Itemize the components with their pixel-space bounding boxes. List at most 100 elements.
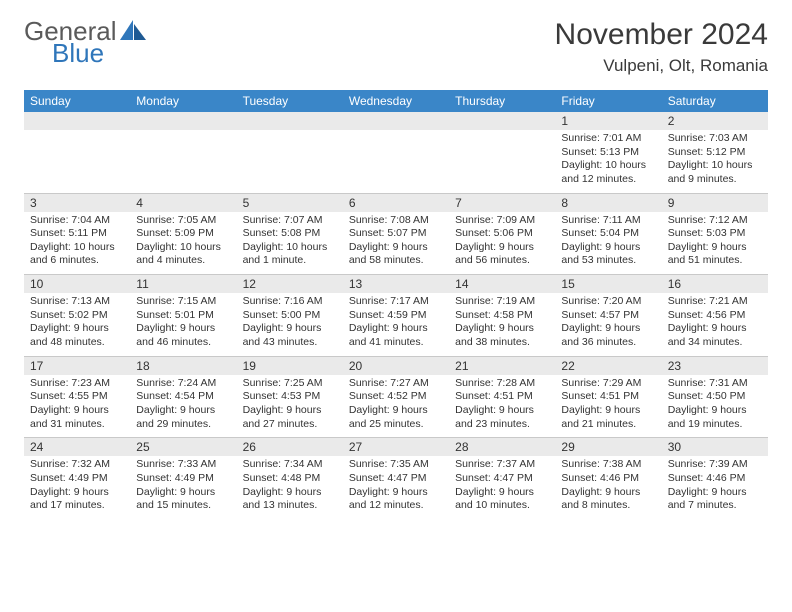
day-details: Sunrise: 7:19 AMSunset: 4:58 PMDaylight:… [449,293,555,356]
calendar-day-cell: 4Sunrise: 7:05 AMSunset: 5:09 PMDaylight… [130,194,236,275]
sunset-text: Sunset: 5:11 PM [30,227,124,241]
sunrise-text: Sunrise: 7:21 AM [668,295,762,309]
day-details: Sunrise: 7:16 AMSunset: 5:00 PMDaylight:… [237,293,343,356]
calendar-week-row: 24Sunrise: 7:32 AMSunset: 4:49 PMDayligh… [24,437,768,519]
daylight-text: Daylight: 9 hours and 41 minutes. [349,322,443,349]
day-number: 22 [555,357,661,375]
calendar-day-cell: 11Sunrise: 7:15 AMSunset: 5:01 PMDayligh… [130,275,236,356]
sunrise-text: Sunrise: 7:13 AM [30,295,124,309]
day-details: Sunrise: 7:17 AMSunset: 4:59 PMDaylight:… [343,293,449,356]
sunset-text: Sunset: 4:49 PM [136,472,230,486]
day-number: 20 [343,357,449,375]
sunset-text: Sunset: 5:02 PM [30,309,124,323]
sunrise-text: Sunrise: 7:33 AM [136,458,230,472]
sunrise-text: Sunrise: 7:09 AM [455,214,549,228]
location: Vulpeni, Olt, Romania [555,56,768,76]
sunrise-text: Sunrise: 7:32 AM [30,458,124,472]
sunrise-text: Sunrise: 7:12 AM [668,214,762,228]
day-number: 25 [130,438,236,456]
sunset-text: Sunset: 4:46 PM [561,472,655,486]
day-details [237,130,343,188]
daylight-text: Daylight: 9 hours and 56 minutes. [455,241,549,268]
calendar-day-cell: 22Sunrise: 7:29 AMSunset: 4:51 PMDayligh… [555,357,661,438]
sunset-text: Sunset: 5:07 PM [349,227,443,241]
calendar-day-cell: 23Sunrise: 7:31 AMSunset: 4:50 PMDayligh… [662,357,768,438]
sunrise-text: Sunrise: 7:03 AM [668,132,762,146]
daylight-text: Daylight: 9 hours and 10 minutes. [455,486,549,513]
day-number: 26 [237,438,343,456]
daylight-text: Daylight: 9 hours and 25 minutes. [349,404,443,431]
sunset-text: Sunset: 5:03 PM [668,227,762,241]
day-details: Sunrise: 7:24 AMSunset: 4:54 PMDaylight:… [130,375,236,438]
title-block: November 2024 Vulpeni, Olt, Romania [555,18,768,76]
daylight-text: Daylight: 9 hours and 15 minutes. [136,486,230,513]
day-details: Sunrise: 7:38 AMSunset: 4:46 PMDaylight:… [555,456,661,519]
calendar-day-cell: 2Sunrise: 7:03 AMSunset: 5:12 PMDaylight… [662,112,768,193]
calendar-day-cell: 8Sunrise: 7:11 AMSunset: 5:04 PMDaylight… [555,194,661,275]
day-number: 17 [24,357,130,375]
calendar-empty-cell [24,112,130,193]
day-details: Sunrise: 7:05 AMSunset: 5:09 PMDaylight:… [130,212,236,275]
day-number: 3 [24,194,130,212]
sunset-text: Sunset: 4:57 PM [561,309,655,323]
day-number: 30 [662,438,768,456]
day-number: 13 [343,275,449,293]
calendar-empty-cell [343,112,449,193]
sunset-text: Sunset: 4:56 PM [668,309,762,323]
calendar: SundayMondayTuesdayWednesdayThursdayFrid… [24,90,768,519]
sunrise-text: Sunrise: 7:20 AM [561,295,655,309]
day-details: Sunrise: 7:34 AMSunset: 4:48 PMDaylight:… [237,456,343,519]
sunrise-text: Sunrise: 7:19 AM [455,295,549,309]
calendar-day-cell: 12Sunrise: 7:16 AMSunset: 5:00 PMDayligh… [237,275,343,356]
day-number: 10 [24,275,130,293]
calendar-day-cell: 6Sunrise: 7:08 AMSunset: 5:07 PMDaylight… [343,194,449,275]
day-details: Sunrise: 7:15 AMSunset: 5:01 PMDaylight:… [130,293,236,356]
daylight-text: Daylight: 9 hours and 29 minutes. [136,404,230,431]
calendar-day-cell: 24Sunrise: 7:32 AMSunset: 4:49 PMDayligh… [24,438,130,519]
sunrise-text: Sunrise: 7:23 AM [30,377,124,391]
sunrise-text: Sunrise: 7:01 AM [561,132,655,146]
day-details: Sunrise: 7:21 AMSunset: 4:56 PMDaylight:… [662,293,768,356]
day-details [449,130,555,188]
daylight-text: Daylight: 9 hours and 46 minutes. [136,322,230,349]
calendar-day-cell: 18Sunrise: 7:24 AMSunset: 4:54 PMDayligh… [130,357,236,438]
sunset-text: Sunset: 5:01 PM [136,309,230,323]
weekday-header: Tuesday [237,90,343,112]
calendar-week-row: 3Sunrise: 7:04 AMSunset: 5:11 PMDaylight… [24,193,768,275]
calendar-day-cell: 1Sunrise: 7:01 AMSunset: 5:13 PMDaylight… [555,112,661,193]
sunrise-text: Sunrise: 7:31 AM [668,377,762,391]
header: General Blue November 2024 Vulpeni, Olt,… [24,18,768,76]
sunrise-text: Sunrise: 7:08 AM [349,214,443,228]
calendar-day-cell: 15Sunrise: 7:20 AMSunset: 4:57 PMDayligh… [555,275,661,356]
day-details: Sunrise: 7:08 AMSunset: 5:07 PMDaylight:… [343,212,449,275]
day-number: 8 [555,194,661,212]
weekday-header: Saturday [662,90,768,112]
sunrise-text: Sunrise: 7:38 AM [561,458,655,472]
day-details: Sunrise: 7:07 AMSunset: 5:08 PMDaylight:… [237,212,343,275]
calendar-day-cell: 10Sunrise: 7:13 AMSunset: 5:02 PMDayligh… [24,275,130,356]
day-number: 19 [237,357,343,375]
sunset-text: Sunset: 4:50 PM [668,390,762,404]
calendar-day-cell: 29Sunrise: 7:38 AMSunset: 4:46 PMDayligh… [555,438,661,519]
sunrise-text: Sunrise: 7:04 AM [30,214,124,228]
daylight-text: Daylight: 10 hours and 6 minutes. [30,241,124,268]
day-details: Sunrise: 7:37 AMSunset: 4:47 PMDaylight:… [449,456,555,519]
sunset-text: Sunset: 5:06 PM [455,227,549,241]
empty-day-number [237,112,343,130]
calendar-day-cell: 17Sunrise: 7:23 AMSunset: 4:55 PMDayligh… [24,357,130,438]
daylight-text: Daylight: 9 hours and 48 minutes. [30,322,124,349]
day-number: 23 [662,357,768,375]
daylight-text: Daylight: 10 hours and 4 minutes. [136,241,230,268]
sunrise-text: Sunrise: 7:16 AM [243,295,337,309]
sunset-text: Sunset: 5:04 PM [561,227,655,241]
sunset-text: Sunset: 5:13 PM [561,146,655,160]
daylight-text: Daylight: 9 hours and 23 minutes. [455,404,549,431]
sunset-text: Sunset: 4:51 PM [561,390,655,404]
daylight-text: Daylight: 10 hours and 9 minutes. [668,159,762,186]
daylight-text: Daylight: 9 hours and 12 minutes. [349,486,443,513]
daylight-text: Daylight: 9 hours and 51 minutes. [668,241,762,268]
day-number: 1 [555,112,661,130]
calendar-page: General Blue November 2024 Vulpeni, Olt,… [0,0,792,537]
day-details [130,130,236,188]
day-details: Sunrise: 7:13 AMSunset: 5:02 PMDaylight:… [24,293,130,356]
